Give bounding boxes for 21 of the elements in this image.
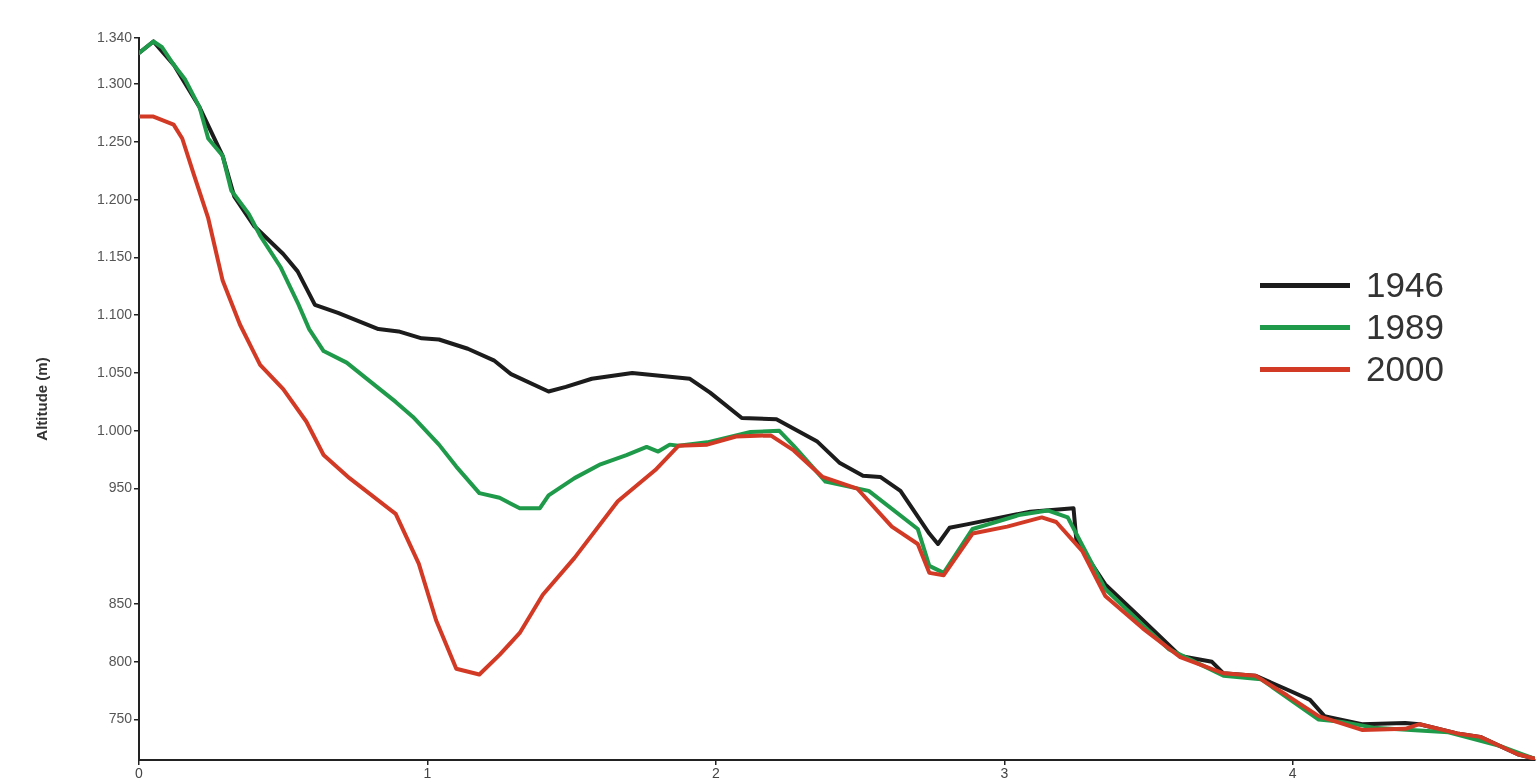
y-tick-label: 1.300: [96, 75, 133, 92]
y-tick-label: 1.250: [96, 132, 133, 149]
y-tick-label: 1.050: [96, 363, 133, 380]
x-tick-label: 1: [423, 765, 432, 782]
y-tick-label: 800: [108, 652, 133, 669]
y-tick-label: 1.150: [96, 248, 133, 265]
legend-label: 2000: [1366, 349, 1444, 389]
x-tick-label: 4: [1288, 765, 1297, 782]
y-tick-label: 1.200: [96, 190, 133, 207]
legend-label: 1989: [1366, 307, 1444, 347]
x-tick-label: 2: [711, 765, 720, 782]
legend-label: 1946: [1366, 265, 1444, 305]
y-tick-label: 1.340: [96, 28, 133, 45]
y-axis-title: Altitude (m): [33, 357, 51, 441]
x-tick-label: 0: [135, 765, 144, 782]
x-tick-label: 3: [1000, 765, 1009, 782]
y-tick-label: 950: [108, 479, 133, 496]
y-tick-label: 1.000: [96, 421, 133, 438]
y-tick-label: 750: [108, 710, 133, 727]
y-tick-label: 1.100: [96, 306, 133, 323]
y-tick-label: 850: [108, 594, 133, 611]
